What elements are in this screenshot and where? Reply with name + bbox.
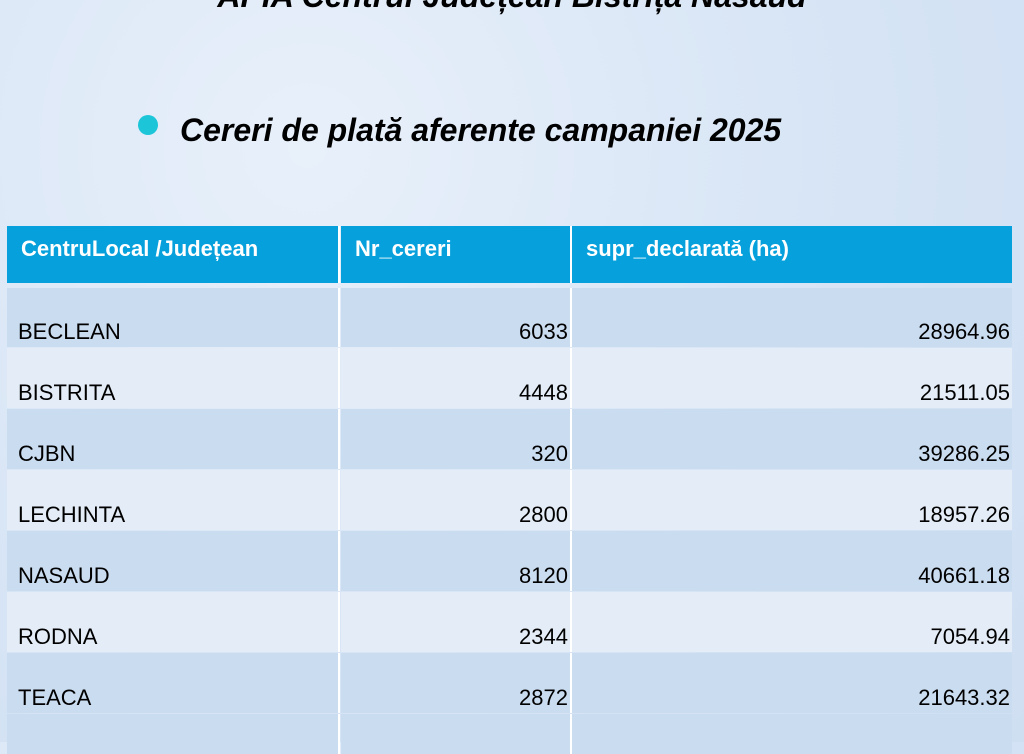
column-header: supr_declarată (ha) <box>572 226 1012 283</box>
table-cell: BISTRITA <box>7 348 340 408</box>
table-cell: 6033 <box>341 288 572 347</box>
cell-text: 4448 <box>519 380 568 405</box>
table-cell: RODNA <box>7 592 340 652</box>
table-cell <box>341 714 572 754</box>
cell-text: 28964.96 <box>918 319 1010 344</box>
cell-text: 6033 <box>519 319 568 344</box>
slide-title: APIA Centrul Județean Bistrița Năsăud <box>0 0 1024 15</box>
subtitle: Cereri de plată aferente campaniei 2025 <box>180 112 782 148</box>
cell-text: CJBN <box>18 441 76 466</box>
bullet <box>138 115 158 135</box>
column-header: Nr_cereri <box>341 226 572 283</box>
cell-text: 8120 <box>519 563 568 588</box>
table-cell: CJBN <box>7 409 340 469</box>
cell-text: 39286.25 <box>918 441 1010 466</box>
cell-text: 21643.32 <box>918 685 1010 710</box>
table-cell: 7054.94 <box>572 592 1012 652</box>
table-row: NASAUD 8120 40661.18 <box>7 531 1012 591</box>
table-cell: 2800 <box>341 470 572 530</box>
table-cell: 28964.96 <box>572 288 1012 347</box>
table-row <box>7 714 1012 754</box>
cell-text: TEACA <box>18 685 92 710</box>
table-row: TEACA 2872 21643.32 <box>7 653 1012 713</box>
cell-text: BECLEAN <box>18 319 121 344</box>
cell-text: BISTRITA <box>18 380 116 405</box>
table-row: LECHINTA 2800 18957.26 <box>7 470 1012 530</box>
table-cell: BECLEAN <box>7 288 340 347</box>
table-cell: 2872 <box>341 653 572 713</box>
cell-text: RODNA <box>18 624 98 649</box>
table-cell: 320 <box>341 409 572 469</box>
table-cell: NASAUD <box>7 531 340 591</box>
cell-text: 2344 <box>519 624 568 649</box>
table-row: BECLEAN 6033 28964.96 <box>7 288 1012 347</box>
table-row: RODNA 2344 7054.94 <box>7 592 1012 652</box>
table-cell: 18957.26 <box>572 470 1012 530</box>
cell-text: 40661.18 <box>918 563 1010 588</box>
table-cell: 4448 <box>341 348 572 408</box>
table-cell: 21511.05 <box>572 348 1012 408</box>
cell-text: 18957.26 <box>918 502 1010 527</box>
header-row: CentruLocal /Județean Nr_cereri supr_decla… <box>7 226 1012 283</box>
cell-text: 7054.94 <box>930 624 1010 649</box>
cell-text: 21511.05 <box>919 380 1010 405</box>
table-cell: 21643.32 <box>572 653 1012 713</box>
table-cell: 8120 <box>341 531 572 591</box>
table-cell: LECHINTA <box>7 470 340 530</box>
table-cell: 2344 <box>341 592 572 652</box>
table-cell: 40661.18 <box>572 531 1012 591</box>
table-row: BISTRITA 4448 21511.05 <box>7 348 1012 408</box>
cell-text: 2872 <box>519 685 568 710</box>
cell-text: 320 <box>531 441 568 466</box>
table-cell: TEACA <box>7 653 340 713</box>
cell-text: LECHINTA <box>18 502 126 527</box>
table-cell <box>572 714 1012 754</box>
cell-text: 2800 <box>519 502 568 527</box>
table-cell <box>7 714 340 754</box>
table-row: CJBN 320 39286.25 <box>7 409 1012 469</box>
table-cell: 39286.25 <box>572 409 1012 469</box>
cell-text: NASAUD <box>18 563 110 588</box>
column-header: CentruLocal /Județean <box>7 226 340 283</box>
